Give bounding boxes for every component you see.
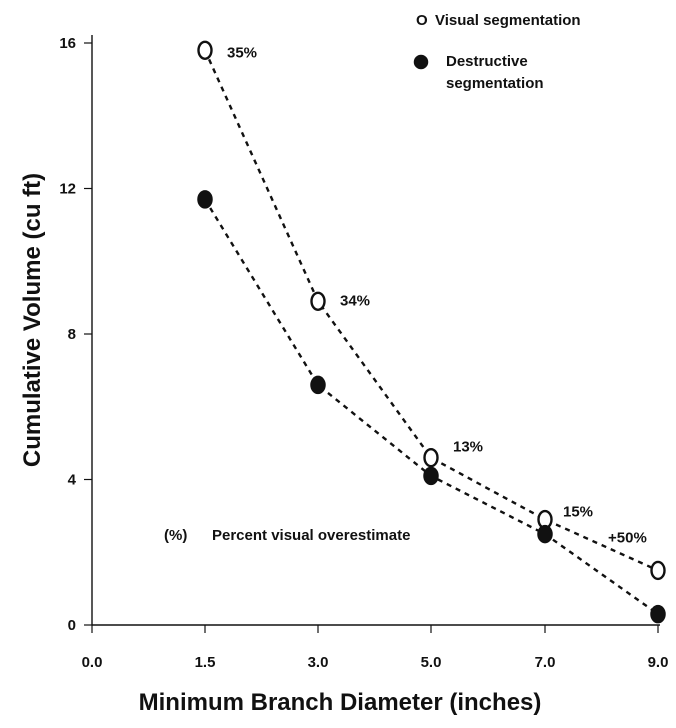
y-axis-ticks: 0 4 8 12 16: [59, 35, 92, 634]
percent-note-label: Percent visual overestimate: [212, 527, 410, 544]
x-tick-label-7.0: 7.0: [535, 654, 556, 671]
legend-open-symbol: O: [416, 12, 428, 29]
x-axis-ticks: 0.0 1.5 3.0 5.0 7.0 9.0: [82, 625, 669, 671]
destructive-point-2: [423, 466, 439, 486]
visual-percent-label-2: 13%: [453, 439, 483, 456]
y-tick-label-16: 16: [59, 35, 76, 52]
visual-percent-label-0: 35%: [227, 44, 257, 61]
x-tick-label-0.0: 0.0: [82, 654, 103, 671]
visual-point-4: [650, 560, 666, 581]
legend-filled-symbol: [413, 54, 429, 70]
legend-destructive-label: Destructive segmentation: [446, 53, 544, 92]
visual-point-2: [423, 447, 439, 468]
x-tick-label-3.0: 3.0: [308, 654, 329, 671]
y-tick-label-12: 12: [59, 181, 76, 198]
y-axis-title: Cumulative Volume (cu ft): [19, 173, 46, 467]
destructive-point-4: [650, 604, 666, 624]
percent-note: (%) Percent visual overestimate: [164, 527, 410, 544]
destructive-point-0: [197, 190, 213, 209]
y-tick-label-4: 4: [68, 472, 77, 489]
destructive-series-line: [203, 198, 659, 616]
legend-destructive-line-1: Destructive: [446, 53, 528, 70]
destructive-point-3: [537, 524, 553, 544]
legend-visual-label: Visual segmentation: [435, 12, 581, 29]
series-layer: [197, 40, 666, 624]
y-tick-label-0: 0: [68, 617, 76, 634]
destructive-point-1: [310, 375, 326, 395]
visual-point-0: [197, 40, 213, 60]
axes: [91, 35, 660, 626]
visual-percent-label-1: 34%: [340, 292, 370, 309]
y-tick-label-8: 8: [68, 326, 76, 343]
legend-destructive-line-2: segmentation: [446, 75, 544, 92]
percent-note-symbol: (%): [164, 527, 187, 544]
x-tick-label-9.0: 9.0: [648, 654, 669, 671]
visual-series-line: [203, 49, 659, 572]
x-tick-label-1.5: 1.5: [195, 654, 216, 671]
annotation-layer: 35% 34% 13% 15% +50%: [227, 44, 647, 546]
legend: O Visual segmentation Destructive segmen…: [413, 12, 581, 92]
visual-percent-label-3: 15%: [563, 504, 593, 521]
x-tick-label-5.0: 5.0: [421, 654, 442, 671]
visual-point-1: [310, 291, 326, 311]
visual-percent-label-4: +50%: [608, 529, 647, 546]
x-axis-title: Minimum Branch Diameter (inches): [139, 689, 542, 716]
